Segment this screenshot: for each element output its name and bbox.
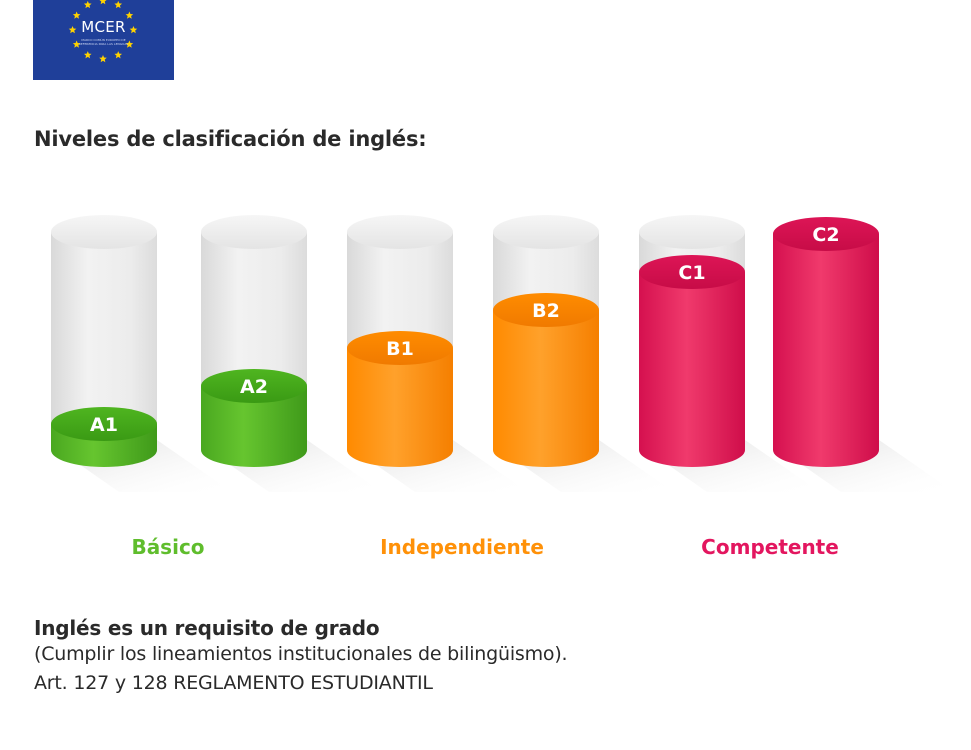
cylinder-fill-b2 (493, 310, 599, 467)
cylinder-fill-top (201, 369, 307, 403)
cylinder-fill-top (51, 407, 157, 441)
star-icon (68, 26, 77, 34)
level-label-a2: A2 (240, 376, 268, 398)
note-line-2: Art. 127 y 128 REGLAMENTO ESTUDIANTIL (34, 672, 433, 694)
star-icon (129, 26, 138, 34)
graduation-requirement-note: Inglés es un requisito de grado (Cumplir… (34, 616, 568, 698)
group-label-basic: Básico (131, 535, 205, 559)
group-label-independent: Independiente (380, 535, 544, 559)
logo-text: MCER (81, 18, 126, 36)
star-icon (72, 11, 81, 19)
cylinder-fill-c2 (773, 234, 879, 467)
star-icon (99, 55, 107, 63)
cylinder-empty-a1 (51, 232, 157, 467)
cylinder-empty-top (347, 215, 453, 249)
cylinder-fill-b1 (347, 348, 453, 467)
cylinder-empty-top (201, 215, 307, 249)
note-title: Inglés es un requisito de grado (34, 616, 380, 640)
logo-subtext: MARCO COMÚN EUROPEO DE REFERENCIA PARA L… (78, 38, 129, 46)
star-icon (83, 0, 92, 9)
cylinder-fill-top (347, 331, 453, 365)
cylinder-empty-top (639, 215, 745, 249)
cylinder-empty-top (493, 215, 599, 249)
level-label-a1: A1 (90, 414, 118, 436)
star-icon (114, 51, 123, 59)
star-icon (83, 51, 92, 59)
page-title: Niveles de clasificación de inglés: (34, 127, 427, 151)
star-icon (99, 0, 107, 5)
star-icon (125, 11, 134, 19)
level-cylinder-chart: A1 A2 B1 B2 C1 C2 (51, 215, 954, 492)
cylinder-fill-top (773, 217, 879, 251)
star-icon (114, 0, 123, 9)
cylinder-fill-top (639, 255, 745, 289)
level-label-b1: B1 (386, 338, 414, 360)
group-label-competent: Competente (701, 535, 839, 559)
star-icon (72, 40, 81, 48)
cylinder-empty-top (51, 215, 157, 249)
mcer-logo: MCER MARCO COMÚN EUROPEO DE REFERENCIA P… (33, 0, 174, 80)
level-label-c1: C1 (678, 262, 705, 284)
cylinder-fill-top (493, 293, 599, 327)
cylinder-fill-c1 (639, 272, 745, 467)
cylinder-fill-a2 (201, 386, 307, 467)
level-label-c2: C2 (812, 224, 839, 246)
note-line-1: (Cumplir los lineamientos institucionale… (34, 643, 568, 665)
level-label-b2: B2 (532, 300, 560, 322)
eu-stars-icon (68, 0, 138, 63)
star-icon (125, 40, 134, 48)
